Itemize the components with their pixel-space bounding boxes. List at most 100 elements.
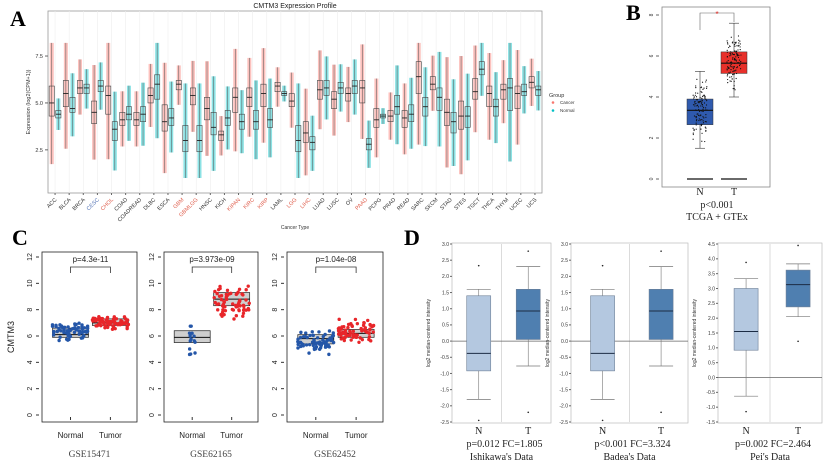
plot-area: [661, 6, 771, 188]
box-cancer-gbm: [175, 80, 182, 91]
x-tick-label: T: [525, 426, 531, 437]
box-n: [590, 295, 615, 372]
data-point: [726, 69, 728, 71]
data-point: [695, 116, 697, 118]
data-point: [192, 334, 196, 338]
data-point: [51, 333, 56, 337]
data-point: [738, 61, 740, 64]
data-point: [310, 330, 314, 334]
plot-gse62165: 0 2 4 6 8 10 12 Normal Tumor p=3.973e-09 GSE62165: [149, 251, 259, 460]
data-point: [730, 54, 732, 56]
data-point: [693, 98, 695, 100]
data-point: [357, 340, 361, 344]
data-point: [695, 124, 697, 126]
data-point: [702, 108, 704, 110]
box-cancer-ov: [345, 87, 352, 102]
data-point: [729, 51, 732, 53]
data-point: [241, 314, 245, 318]
data-point: [706, 86, 708, 88]
data-point: [212, 295, 216, 300]
data-point: [732, 70, 734, 73]
x-tick-label-paad: PAAD: [354, 197, 369, 212]
data-point: [697, 92, 699, 94]
x-tick-label-ov: OV: [345, 197, 355, 207]
y-tick-label: 3.0: [708, 286, 715, 292]
data-point: [246, 284, 250, 288]
box-cancer-chol: [105, 85, 112, 115]
data-point: [738, 54, 740, 57]
data-point: [735, 50, 737, 52]
data-point: [735, 56, 737, 58]
data-point: [367, 331, 371, 335]
y-tick-label: 6: [649, 54, 655, 57]
data-point: [234, 314, 239, 318]
y-tick-label: 2.5: [442, 258, 449, 264]
outlier: [745, 261, 747, 264]
box-cancer-sarc: [415, 61, 422, 94]
panel-label-c: C: [12, 225, 28, 250]
data-point: [700, 100, 702, 102]
data-point: [692, 133, 694, 136]
data-point: [225, 288, 230, 293]
data-point: [213, 300, 217, 305]
data-point: [100, 320, 105, 324]
y-tick-label: 8: [272, 308, 279, 312]
data-point: [118, 323, 122, 327]
x-tick-label-ucs: UCS: [526, 197, 539, 210]
data-point: [702, 107, 705, 109]
data-point: [703, 87, 705, 89]
data-point: [734, 70, 736, 72]
y-tick-label: 12: [272, 253, 279, 261]
data-point: [698, 110, 701, 112]
x-tick-label-kipan: KIPAN: [226, 197, 242, 213]
data-point: [188, 339, 192, 343]
data-point: [77, 329, 81, 333]
data-point: [339, 337, 343, 341]
box-cancer-thca: [486, 85, 493, 107]
data-point: [358, 336, 362, 340]
data-point: [233, 303, 238, 308]
y-tick-label: 1.5: [708, 331, 715, 337]
box-cancer-acc: [48, 85, 55, 117]
y-tick-label: -2.0: [559, 404, 568, 410]
y-tick-label: 3.0: [561, 242, 568, 248]
box-normal-dlbc: [154, 74, 161, 100]
data-point: [695, 117, 697, 119]
panel-c-charts: CMTM3 0 2 4 6 8 10 12 Normal Tumor p=4.3e-11 GSE154…: [6, 251, 384, 460]
data-point: [218, 286, 222, 291]
data-point: [704, 95, 706, 97]
x-tick-label-ucec: UCEC: [509, 197, 524, 212]
y-tick-label: 1.0: [442, 307, 449, 313]
data-point: [692, 94, 694, 96]
data-point: [57, 338, 61, 343]
data-point: [702, 120, 704, 122]
data-point: [187, 331, 192, 335]
data-point: [726, 42, 729, 44]
x-tick-label-lgg: LGG: [286, 197, 298, 209]
data-point: [348, 333, 352, 338]
box-normal-gbmlgg: [196, 125, 203, 153]
data-point: [122, 315, 127, 319]
y-tick-label: 0.0: [708, 375, 715, 381]
dataset-caption: TCGA + GTEx: [686, 212, 748, 223]
box-normal-esca: [168, 108, 175, 126]
data-point: [732, 88, 734, 90]
data-point: [331, 331, 335, 335]
data-point: [73, 323, 77, 327]
data-point: [362, 321, 366, 325]
data-point: [240, 292, 244, 296]
data-point: [734, 45, 736, 47]
panel-label-a: A: [10, 6, 26, 31]
y-tick-label: 10: [149, 279, 156, 287]
data-point: [698, 101, 700, 103]
data-point: [705, 87, 708, 89]
data-point: [705, 116, 707, 118]
panel-a-chart: CMTM3 Expression Profile 2.5 5.0 7.5 Express…: [26, 3, 575, 231]
box-n: [733, 288, 759, 351]
data-point: [246, 306, 251, 311]
data-point: [705, 79, 707, 81]
y-tick-label: 4: [272, 360, 279, 364]
y-tick-label: -2.5: [440, 420, 449, 426]
y-tick-label: 2.0: [561, 274, 568, 280]
